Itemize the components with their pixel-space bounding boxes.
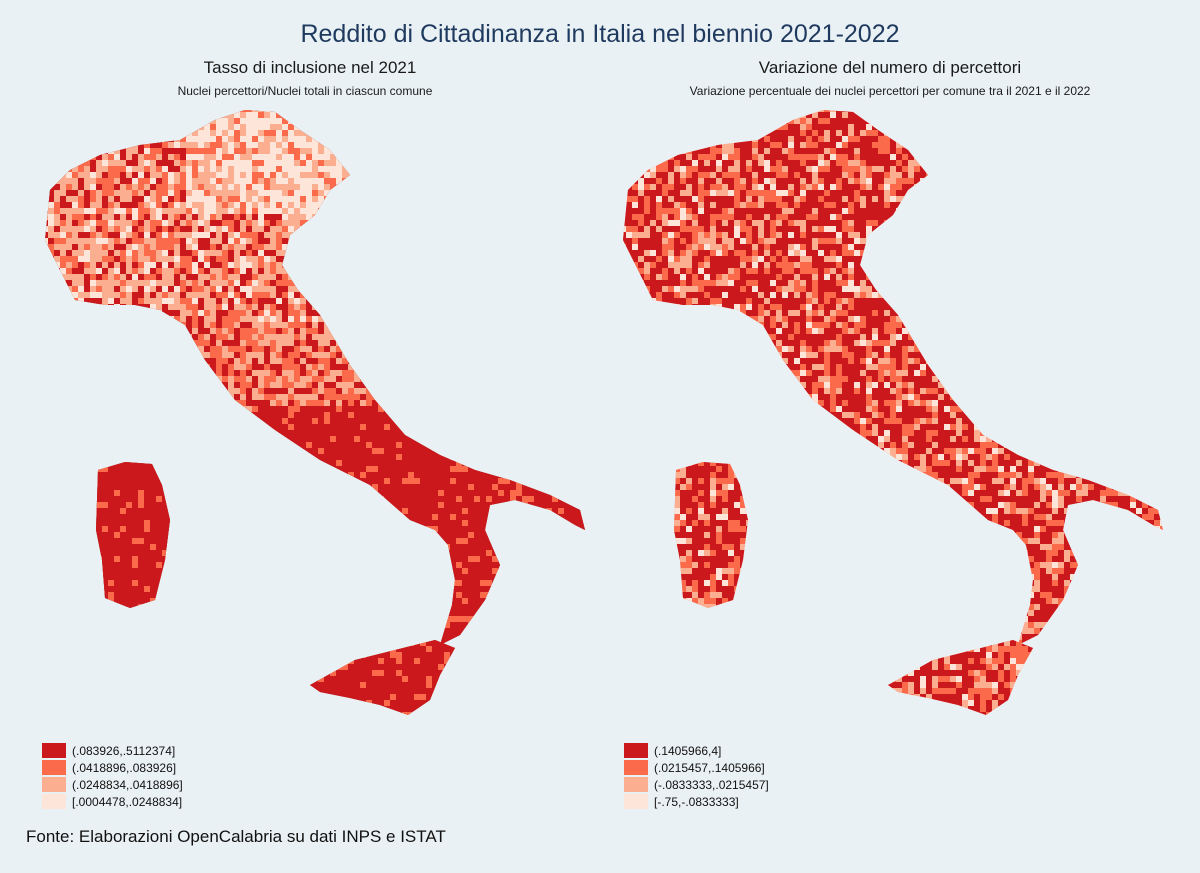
legend-swatch bbox=[42, 743, 66, 758]
legend-swatch bbox=[624, 743, 648, 758]
legend-label: [-.75,-.0833333] bbox=[654, 795, 739, 809]
left-map-subtitle: Nuclei percettori/Nuclei totali in ciasc… bbox=[25, 84, 585, 98]
legend-label: (.083926,.5112374] bbox=[72, 744, 175, 758]
left-map-title: Tasso di inclusione nel 2021 bbox=[50, 58, 570, 78]
legend-item: (.0215457,.1405966] bbox=[624, 759, 769, 776]
legend-label: (.0248834,.0418896] bbox=[72, 778, 183, 792]
legend-item: (.083926,.5112374] bbox=[42, 742, 183, 759]
page-title: Reddito di Cittadinanza in Italia nel bi… bbox=[0, 20, 1200, 49]
right-map-title: Variazione del numero di percettori bbox=[630, 58, 1150, 78]
legend-swatch bbox=[624, 794, 648, 809]
legend-swatch bbox=[42, 794, 66, 809]
right-map-subtitle: Variazione percentuale dei nuclei percet… bbox=[610, 84, 1170, 98]
legend-swatch bbox=[624, 760, 648, 775]
right-choropleth-map bbox=[623, 110, 1163, 715]
left-choropleth-map bbox=[45, 110, 585, 715]
left-map-legend: (.083926,.5112374] (.0418896,.083926] (.… bbox=[42, 742, 183, 810]
legend-item: (.0418896,.083926] bbox=[42, 759, 183, 776]
legend-label: (-.0833333,.0215457] bbox=[654, 778, 769, 792]
legend-swatch bbox=[42, 760, 66, 775]
legend-item: (-.0833333,.0215457] bbox=[624, 776, 769, 793]
source-note: Fonte: Elaborazioni OpenCalabria su dati… bbox=[26, 827, 446, 847]
legend-item: [-.75,-.0833333] bbox=[624, 793, 769, 810]
legend-label: (.0215457,.1405966] bbox=[654, 761, 765, 775]
legend-item: (.0248834,.0418896] bbox=[42, 776, 183, 793]
legend-item: (.1405966,4] bbox=[624, 742, 769, 759]
legend-label: (.1405966,4] bbox=[654, 744, 721, 758]
legend-swatch bbox=[624, 777, 648, 792]
legend-item: [.0004478,.0248834] bbox=[42, 793, 183, 810]
right-map-legend: (.1405966,4] (.0215457,.1405966] (-.0833… bbox=[624, 742, 769, 810]
legend-swatch bbox=[42, 777, 66, 792]
legend-label: [.0004478,.0248834] bbox=[72, 795, 182, 809]
legend-label: (.0418896,.083926] bbox=[72, 761, 176, 775]
